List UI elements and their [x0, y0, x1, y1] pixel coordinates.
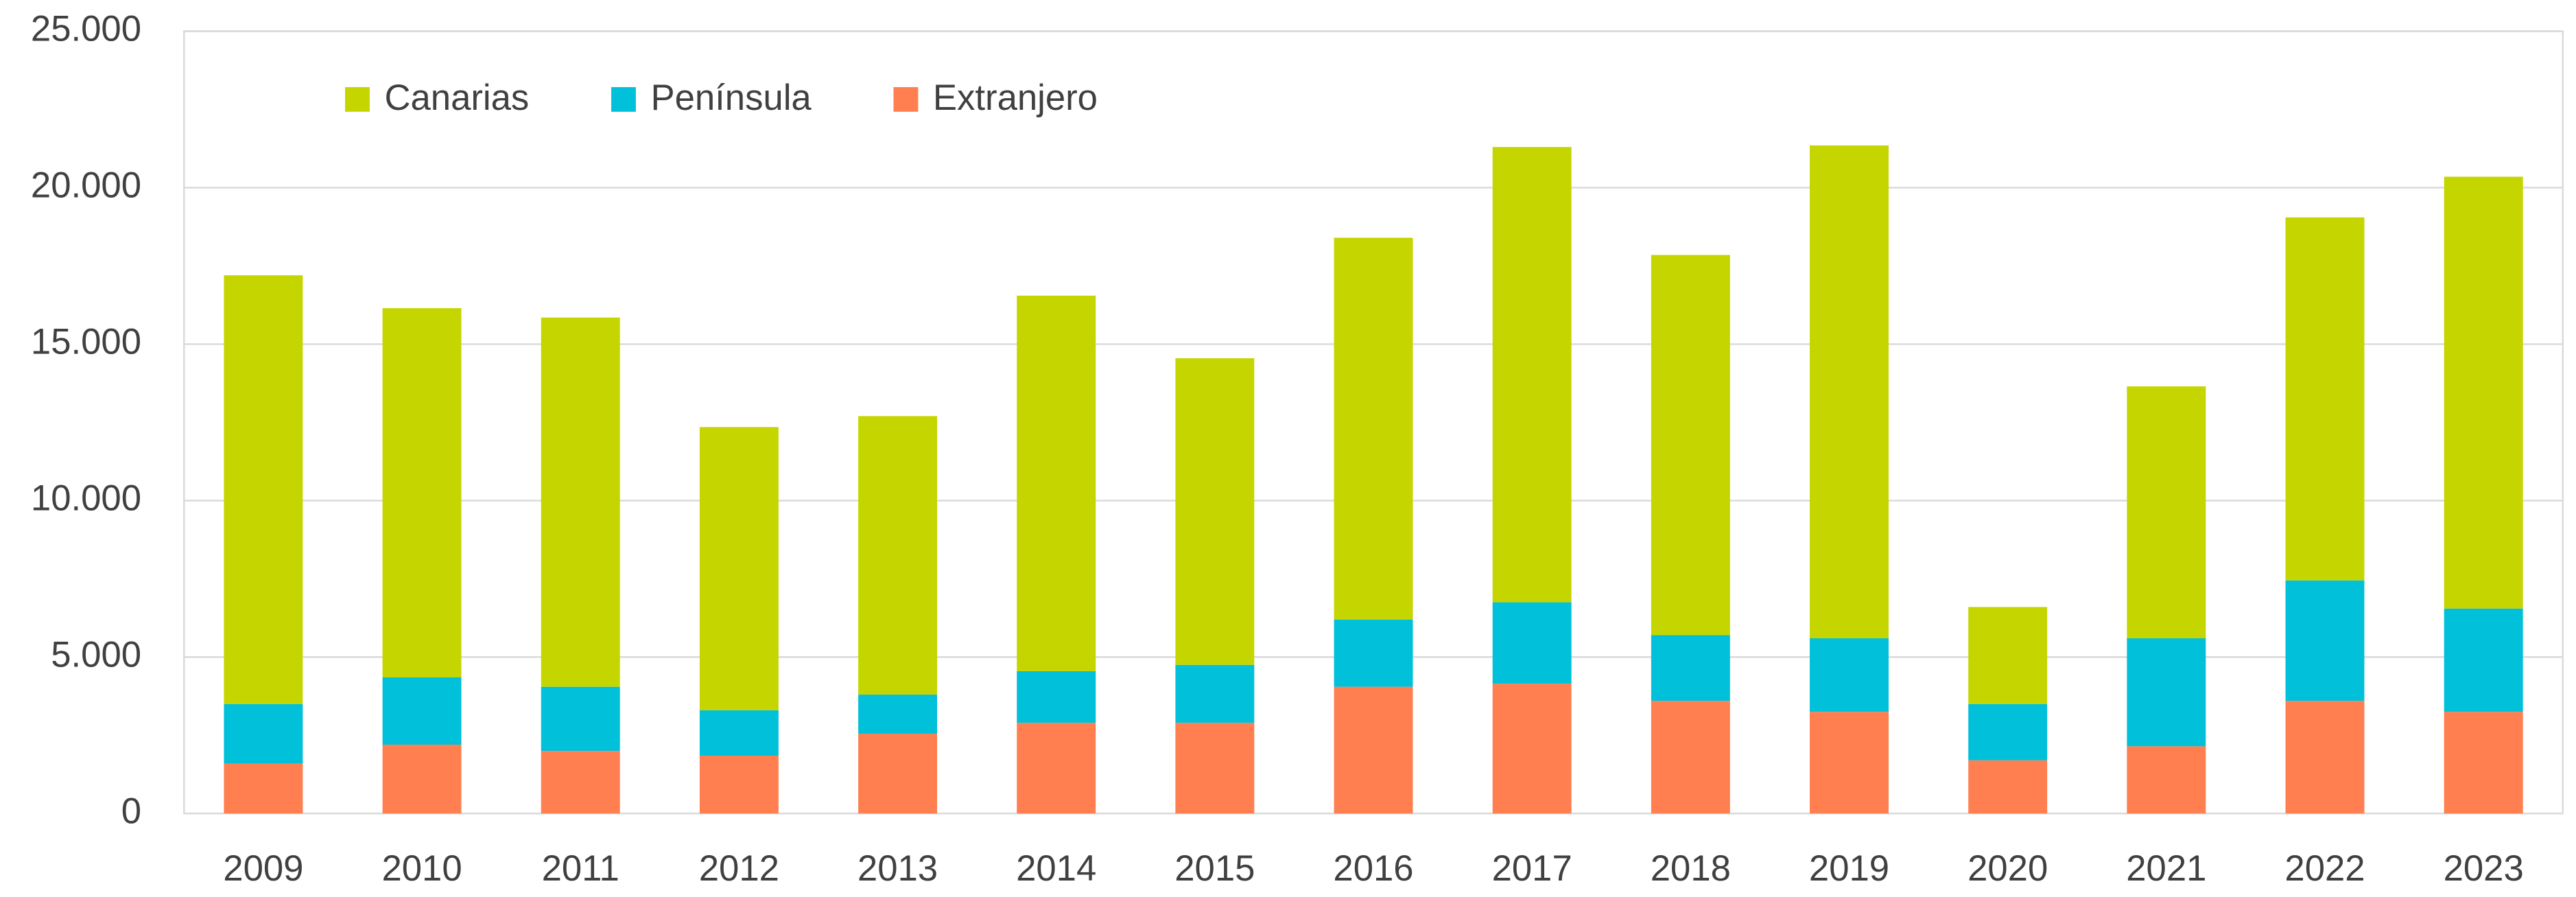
bar-segment — [224, 275, 303, 704]
bar-segment — [2127, 746, 2206, 814]
bar-segment — [2444, 176, 2523, 609]
y-tick-label: 25.000 — [31, 8, 141, 49]
x-tick-label: 2016 — [1333, 848, 1413, 889]
y-tick-label: 10.000 — [31, 478, 141, 518]
legend-label: Península — [650, 78, 812, 118]
bar-segment — [1334, 686, 1413, 814]
bar-segment — [382, 308, 462, 678]
legend-swatch — [344, 86, 370, 112]
bar-segment — [1175, 358, 1255, 665]
x-tick-label: 2021 — [2126, 848, 2206, 889]
bar-segment — [1492, 684, 1572, 814]
x-tick-label: 2020 — [1968, 848, 2048, 889]
bar-segment — [1651, 701, 1730, 814]
bar-segment — [1810, 145, 1889, 639]
bar-segment — [1968, 703, 2048, 760]
bar-segment — [1651, 635, 1730, 701]
bar-segment — [1175, 664, 1255, 723]
x-tick-label: 2013 — [858, 848, 938, 889]
bar-segment — [1968, 760, 2048, 814]
bar-segment — [382, 677, 462, 745]
legend-swatch — [893, 86, 919, 112]
x-tick-label: 2018 — [1651, 848, 1731, 889]
y-tick-label: 5.000 — [51, 634, 141, 675]
legend-swatch — [611, 86, 636, 112]
bar-segment — [1810, 712, 1889, 814]
bar-segment — [699, 427, 779, 710]
bar-segment — [699, 710, 779, 756]
bar-segment — [1334, 619, 1413, 687]
bar-segment — [2127, 638, 2206, 747]
x-tick-label: 2015 — [1174, 848, 1255, 889]
bar-segment — [858, 695, 938, 734]
x-tick-label: 2019 — [1809, 848, 1889, 889]
legend-label: Canarias — [384, 78, 529, 118]
x-tick-label: 2012 — [699, 848, 779, 889]
y-tick-label: 15.000 — [31, 321, 141, 362]
y-tick-label: 0 — [121, 791, 141, 831]
x-tick-label: 2010 — [381, 848, 462, 889]
bar-segment — [382, 745, 462, 814]
x-tick-label: 2017 — [1492, 848, 1572, 889]
x-tick-label: 2022 — [2284, 848, 2365, 889]
x-tick-label: 2011 — [542, 848, 619, 889]
bar-segment — [541, 751, 620, 814]
y-tick-label: 20.000 — [31, 165, 141, 205]
bar-segment — [2285, 701, 2365, 814]
bar-segment — [1651, 255, 1730, 636]
bar-segment — [858, 416, 938, 695]
bar-segment — [699, 756, 779, 814]
bar-segment — [1492, 602, 1572, 684]
bar-segment — [1175, 723, 1255, 814]
legend-label: Extranjero — [933, 78, 1098, 118]
bar-segment — [224, 763, 303, 814]
bar-segment — [541, 317, 620, 687]
bar-segment — [1017, 295, 1096, 671]
bar-segment — [1810, 638, 1889, 712]
bar-segment — [1017, 671, 1096, 723]
bar-segment — [1968, 607, 2048, 704]
bar-segment — [858, 734, 938, 814]
bar-segment — [1017, 723, 1096, 814]
bar-segment — [224, 703, 303, 764]
x-tick-label: 2014 — [1016, 848, 1096, 889]
x-tick-label: 2009 — [223, 848, 303, 889]
bar-segment — [541, 686, 620, 752]
bar-segment — [2127, 386, 2206, 639]
bar-segment — [2285, 580, 2365, 701]
bar-segment — [2444, 712, 2523, 814]
bar-segment — [2444, 608, 2523, 712]
bar-segment — [1334, 237, 1413, 620]
x-tick-label: 2023 — [2444, 848, 2524, 889]
bar-segment — [2285, 217, 2365, 581]
bar-segment — [1492, 147, 1572, 603]
